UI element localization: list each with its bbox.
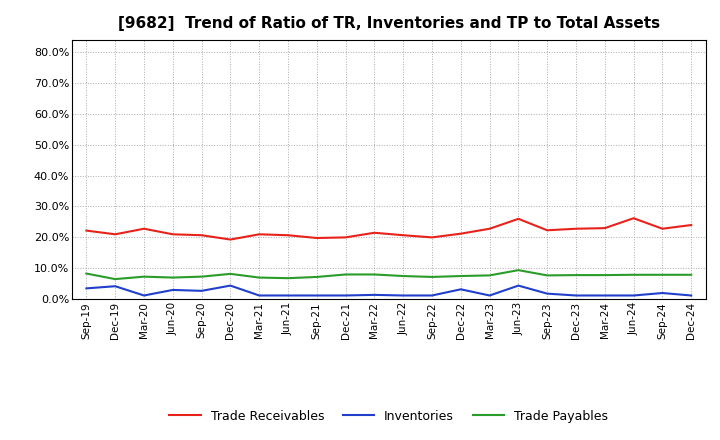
Trade Receivables [255,231,264,237]
Trade Payables [255,275,264,280]
Inventories [687,293,696,298]
Trade Payables [658,272,667,278]
Trade Receivables [629,216,638,221]
Trade Payables [370,272,379,277]
Trade Payables [456,273,465,279]
Trade Payables [428,274,436,279]
Trade Receivables [658,226,667,231]
Trade Payables [572,272,580,278]
Trade Receivables [514,216,523,221]
Trade Payables [341,272,350,277]
Trade Payables [399,273,408,279]
Title: [9682]  Trend of Ratio of TR, Inventories and TP to Total Assets: [9682] Trend of Ratio of TR, Inventories… [118,16,660,32]
Trade Receivables [341,235,350,240]
Trade Receivables [140,226,148,231]
Trade Payables [111,276,120,282]
Trade Payables [197,274,206,279]
Inventories [485,293,494,298]
Trade Payables [687,272,696,278]
Inventories [82,286,91,291]
Inventories [428,293,436,298]
Inventories [629,293,638,298]
Trade Receivables [399,233,408,238]
Inventories [312,293,321,298]
Inventories [399,293,408,298]
Trade Payables [514,268,523,273]
Trade Receivables [485,226,494,231]
Trade Receivables [82,228,91,233]
Inventories [226,283,235,288]
Trade Payables [140,274,148,279]
Trade Receivables [226,237,235,242]
Trade Receivables [572,226,580,231]
Trade Receivables [197,233,206,238]
Trade Payables [226,271,235,276]
Trade Payables [600,272,609,278]
Trade Receivables [600,225,609,231]
Legend: Trade Receivables, Inventories, Trade Payables: Trade Receivables, Inventories, Trade Pa… [164,405,613,428]
Inventories [514,283,523,288]
Trade Payables [312,274,321,279]
Trade Receivables [543,227,552,233]
Inventories [140,293,148,298]
Trade Receivables [168,231,177,237]
Trade Payables [82,271,91,276]
Inventories [370,292,379,297]
Inventories [111,284,120,289]
Inventories [255,293,264,298]
Trade Receivables [456,231,465,236]
Inventories [456,287,465,292]
Trade Receivables [428,235,436,240]
Trade Payables [284,275,292,281]
Inventories [168,287,177,293]
Inventories [197,288,206,293]
Trade Payables [629,272,638,278]
Inventories [284,293,292,298]
Trade Payables [543,273,552,278]
Trade Receivables [111,231,120,237]
Trade Payables [168,275,177,280]
Trade Receivables [284,233,292,238]
Inventories [543,291,552,296]
Line: Inventories: Inventories [86,286,691,296]
Trade Payables [485,273,494,278]
Inventories [600,293,609,298]
Inventories [658,290,667,296]
Trade Receivables [687,222,696,227]
Inventories [572,293,580,298]
Line: Trade Payables: Trade Payables [86,270,691,279]
Line: Trade Receivables: Trade Receivables [86,218,691,239]
Inventories [341,293,350,298]
Trade Receivables [370,230,379,235]
Trade Receivables [312,235,321,241]
